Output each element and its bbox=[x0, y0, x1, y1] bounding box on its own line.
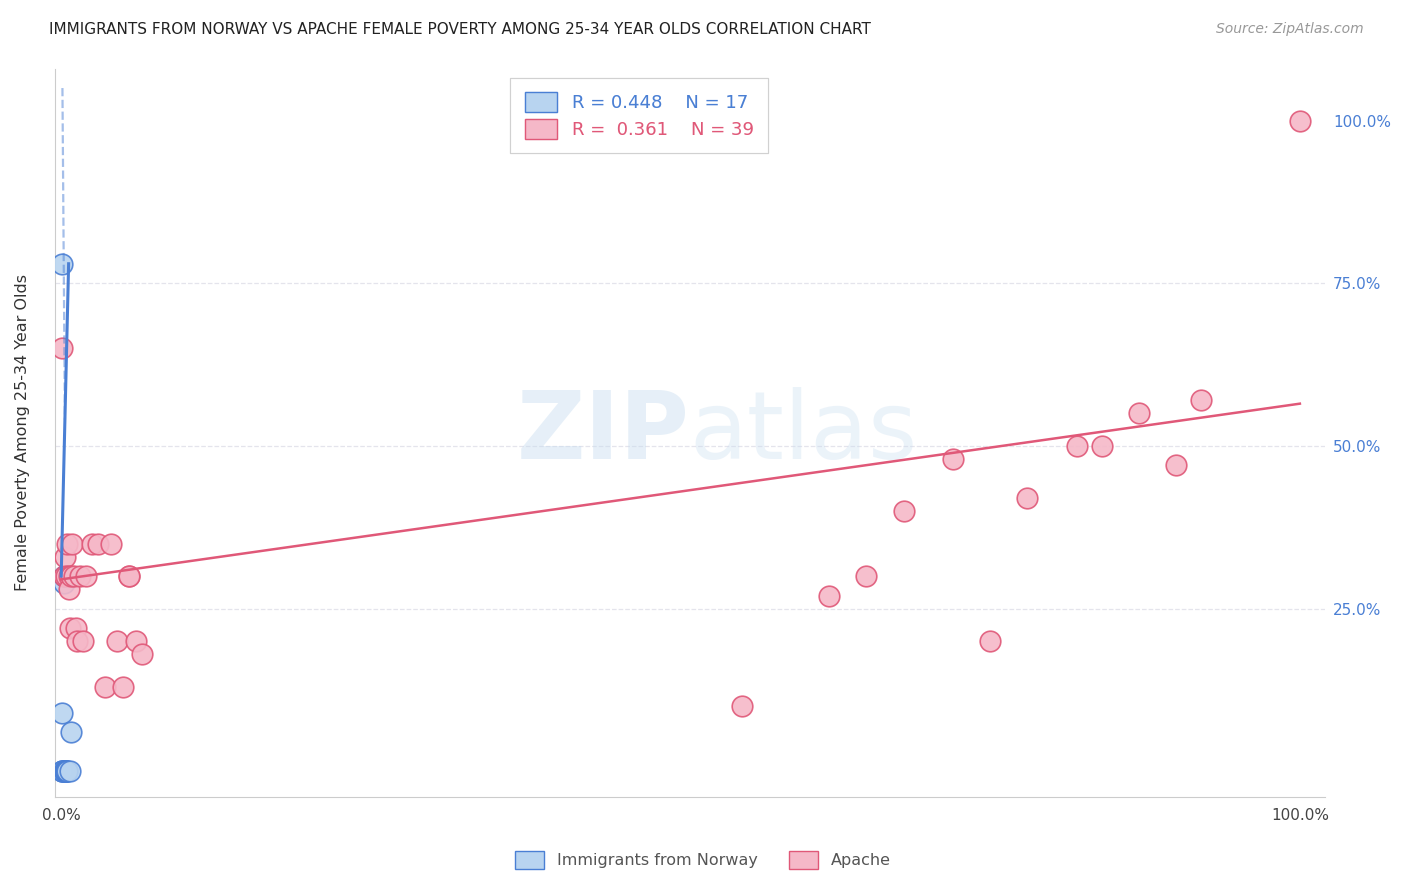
Point bbox=[112, 680, 135, 694]
Text: IMMIGRANTS FROM NORWAY VS APACHE FEMALE POVERTY AMONG 25-34 YEAR OLDS CORRELATIO: IMMIGRANTS FROM NORWAY VS APACHE FEMALE … bbox=[49, 22, 872, 37]
Text: Source: ZipAtlas.com: Source: ZipAtlas.com bbox=[1216, 22, 1364, 37]
Point bbox=[62, 569, 84, 583]
Point bbox=[942, 452, 965, 467]
Point bbox=[53, 764, 76, 779]
Point bbox=[53, 569, 76, 583]
Point bbox=[105, 634, 128, 648]
Point bbox=[56, 536, 79, 550]
Text: atlas: atlas bbox=[690, 387, 918, 479]
Point bbox=[51, 764, 73, 779]
Point bbox=[72, 634, 94, 648]
Point bbox=[131, 647, 153, 661]
Point bbox=[731, 699, 754, 714]
Point bbox=[60, 725, 83, 739]
Point bbox=[1066, 439, 1088, 453]
Point bbox=[66, 634, 89, 648]
Point bbox=[100, 536, 122, 550]
Point bbox=[818, 589, 841, 603]
Text: ZIP: ZIP bbox=[517, 387, 690, 479]
Point bbox=[1189, 393, 1212, 408]
Point bbox=[52, 569, 75, 583]
Point bbox=[124, 634, 146, 648]
Point bbox=[893, 504, 915, 518]
Point bbox=[118, 569, 141, 583]
Point bbox=[69, 569, 91, 583]
Point bbox=[55, 764, 77, 779]
Point bbox=[59, 764, 82, 779]
Point bbox=[58, 569, 80, 583]
Point bbox=[52, 569, 75, 583]
Point bbox=[1091, 439, 1114, 453]
Point bbox=[75, 569, 97, 583]
Legend: R = 0.448    N = 17, R =  0.361    N = 39: R = 0.448 N = 17, R = 0.361 N = 39 bbox=[510, 78, 768, 153]
Point bbox=[59, 621, 82, 635]
Point bbox=[51, 257, 73, 271]
Point bbox=[51, 764, 73, 779]
Point bbox=[51, 706, 73, 720]
Point bbox=[53, 764, 76, 779]
Point bbox=[118, 569, 141, 583]
Point bbox=[52, 764, 75, 779]
Point bbox=[93, 680, 115, 694]
Point bbox=[1164, 458, 1187, 473]
Point bbox=[855, 569, 877, 583]
Point bbox=[82, 536, 104, 550]
Point bbox=[55, 764, 77, 779]
Point bbox=[1128, 406, 1150, 420]
Point bbox=[56, 764, 79, 779]
Y-axis label: Female Poverty Among 25-34 Year Olds: Female Poverty Among 25-34 Year Olds bbox=[15, 275, 30, 591]
Point bbox=[65, 621, 87, 635]
Point bbox=[51, 764, 73, 779]
Point bbox=[55, 569, 77, 583]
Point bbox=[1017, 491, 1039, 505]
Point bbox=[1289, 113, 1312, 128]
Point bbox=[53, 549, 76, 564]
Point bbox=[56, 764, 79, 779]
Point bbox=[60, 536, 83, 550]
Point bbox=[52, 575, 75, 590]
Point bbox=[51, 342, 73, 356]
Legend: Immigrants from Norway, Apache: Immigrants from Norway, Apache bbox=[509, 845, 897, 875]
Point bbox=[979, 634, 1001, 648]
Point bbox=[60, 569, 83, 583]
Point bbox=[58, 582, 80, 596]
Point bbox=[87, 536, 110, 550]
